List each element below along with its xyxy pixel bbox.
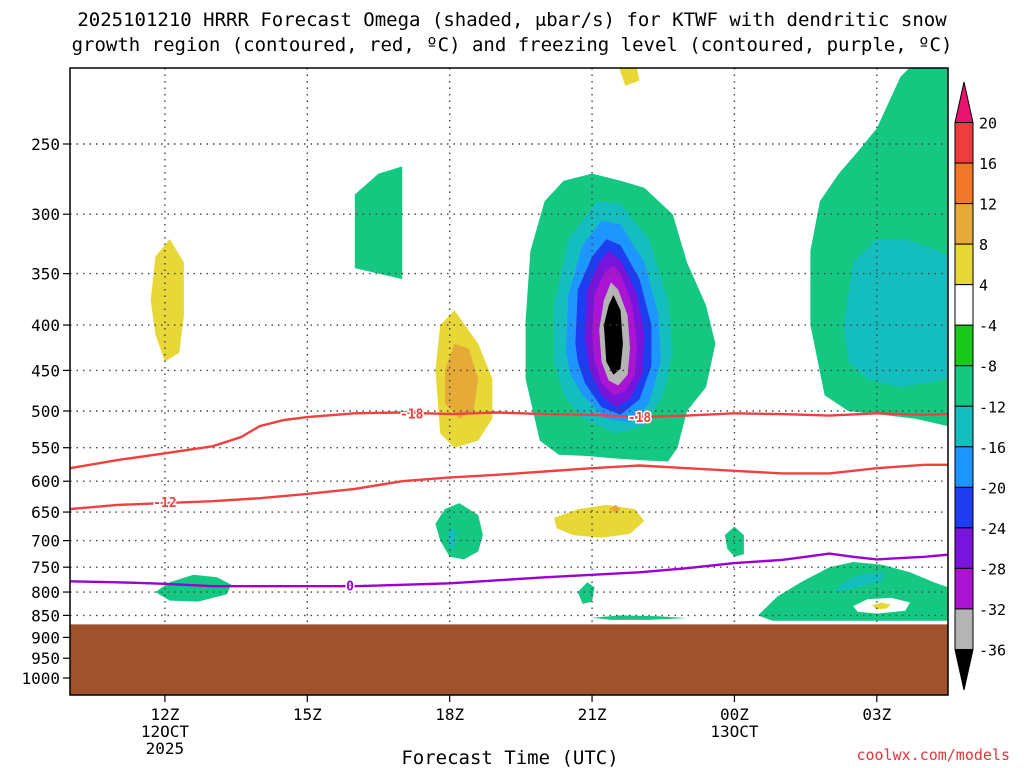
colorbar-band-12 [954,567,974,610]
y-tick-label-800: 800 [31,583,60,602]
x-axis-label: Forecast Time (UTC) [401,747,618,768]
x-tick-label-12Z-1: 12OCT [141,722,190,741]
omega-region-21 [577,582,595,604]
colorbar-band-6 [954,324,974,367]
contour-label--18-0: -18 [400,407,424,422]
x-tick-label-18Z-0: 18Z [435,705,464,724]
omega-region-17 [603,295,623,375]
omega-shading [70,68,948,695]
x-tick-label-12Z-0: 12Z [150,705,179,724]
temperature-contours: -18 -18 -12 0 [70,406,948,596]
colorbar-label-12: 12 [979,196,997,214]
omega-region-8 [435,503,483,560]
omega-region-20 [608,504,621,514]
colorbar-band-3 [954,203,974,245]
omega-region-2 [155,574,232,602]
omega-region-28 [843,239,948,388]
y-tick-label-300: 300 [31,205,60,224]
y-tick-label-750: 750 [31,558,60,577]
x-tick-label-15Z-0: 15Z [293,705,322,724]
omega-region-22 [592,615,687,620]
plot-border [69,67,949,696]
colorbar-bottom-triangle [954,648,974,691]
colorbar: 20 16 12 8 4 -4 -8 -12 -16 -20 -24 -28 -32 -36 [954,81,1006,691]
contour-line--12 [70,463,948,511]
colorbar-label--28: -28 [979,560,1006,578]
omega-region-4 [354,166,403,280]
y-tick-label-950: 950 [31,649,60,668]
y-tick-label-600: 600 [31,472,60,491]
colorbar-label-16: 16 [979,155,997,173]
omega-region-7 [444,343,479,419]
omega-region-19 [554,504,645,538]
colorbar-band-13 [954,608,974,650]
contour-label-0-0: 0 [346,580,354,595]
colorbar-label--4: -4 [979,317,997,335]
colorbar-label--16: -16 [979,439,1006,457]
omega-region-1 [150,239,184,362]
omega-region-25 [819,487,849,518]
ground-layer [70,624,948,695]
colorbar-band-2 [954,162,974,205]
ground-fill [70,624,948,695]
colorbar-band-7 [954,365,974,407]
y-tick-label-550: 550 [31,439,60,458]
colorbar-top-triangle [954,81,974,124]
colorbar-band-8 [954,405,974,448]
omega-region-23 [724,526,744,557]
y-axis-ticks: 250 300 350 400 450 500 550 600 650 700 750 800 850 9… [21,135,70,688]
colorbar-band-10 [954,486,974,529]
y-tick-label-1000: 1000 [21,669,60,688]
colorbar-band-11 [954,527,974,569]
plot-frame [69,67,949,696]
omega-region-33 [594,68,687,144]
omega-region-3 [364,540,426,607]
contour-line-0 [70,552,948,588]
chart-title-line-2: growth region (contoured, red, ºC) and f… [71,34,953,56]
contour-label--12-0: -12 [153,496,176,511]
x-tick-label-00Z-0: 00Z [720,705,749,724]
chart-title-line-1: 2025101210 HRRR Forecast Omega (shaded, … [77,9,947,31]
omega-region-24 [758,440,792,478]
colorbar-band-9 [954,446,974,488]
y-tick-label-850: 850 [31,606,60,625]
colorbar-label-4: 4 [979,277,988,295]
y-tick-label-400: 400 [31,316,60,335]
colorbar-label--20: -20 [979,479,1006,497]
x-tick-label-12Z-2: 2025 [146,739,185,758]
colorbar-label--32: -32 [979,601,1006,619]
colorbar-label--8: -8 [979,358,997,376]
colorbar-label--12: -12 [979,398,1006,416]
colorbar-label-8: 8 [979,236,988,254]
colorbar-label--36: -36 [979,641,1006,659]
omega-region-34 [619,68,640,86]
contour-line--18 [70,411,948,470]
site-credit-link[interactable]: coolwx.com/models [856,746,1010,764]
colorbar-band-1 [954,122,974,164]
x-tick-label-00Z-1: 13OCT [710,722,759,741]
contour-label--18-1: -18 [628,411,652,426]
y-tick-label-450: 450 [31,361,60,380]
y-tick-label-700: 700 [31,532,60,551]
colorbar-label-20: 20 [979,115,997,133]
y-tick-label-650: 650 [31,503,60,522]
y-tick-label-250: 250 [31,135,60,154]
colorbar-label--24: -24 [979,520,1006,538]
omega-region-32 [834,573,887,592]
x-tick-label-03Z-0: 03Z [862,705,891,724]
y-tick-label-900: 900 [31,628,60,647]
x-tick-label-21Z-0: 21Z [578,705,607,724]
colorbar-band-4 [954,243,974,286]
y-tick-label-350: 350 [31,265,60,284]
colorbar-band-5 [954,284,974,326]
y-tick-label-500: 500 [31,402,60,421]
